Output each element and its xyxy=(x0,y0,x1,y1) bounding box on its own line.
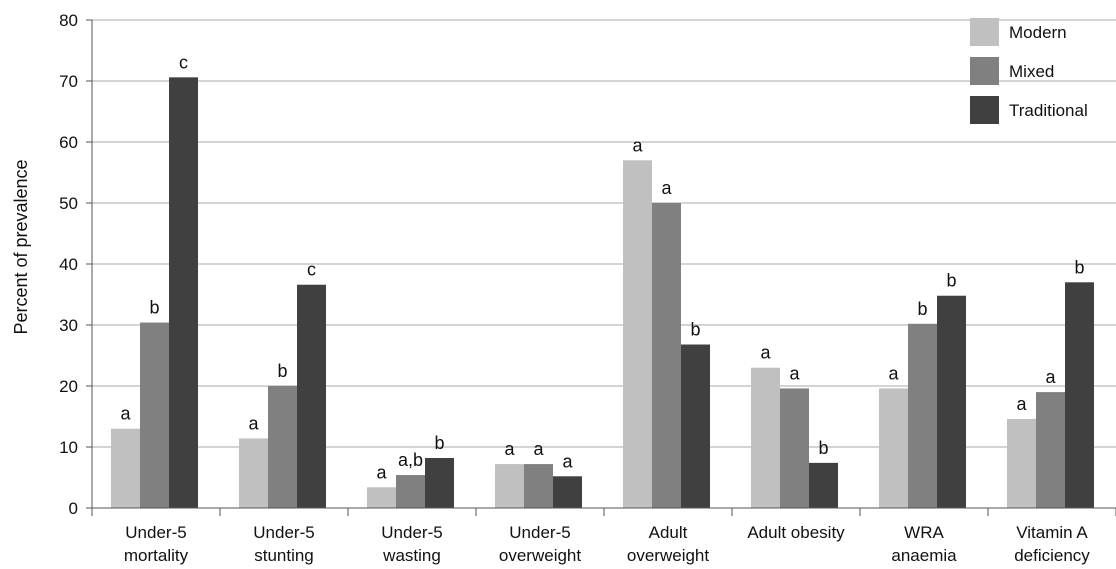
bar-traditional xyxy=(169,77,198,508)
bar-mixed xyxy=(524,464,553,508)
significance-letter: a xyxy=(562,451,573,471)
significance-letter: a,b xyxy=(398,450,423,470)
significance-letter: a xyxy=(376,462,387,482)
bar-modern xyxy=(367,487,396,508)
y-axis-title: Percent of prevalence xyxy=(11,159,31,334)
significance-letter: b xyxy=(1074,257,1084,277)
significance-letter: a xyxy=(248,413,259,433)
bar-modern xyxy=(111,428,140,508)
x-category-label: Adult obesity xyxy=(747,523,845,542)
bar-modern xyxy=(751,367,780,508)
bar-mixed xyxy=(908,323,937,508)
significance-letter: a xyxy=(661,178,672,198)
significance-letter: a xyxy=(632,135,643,155)
y-tick-label: 20 xyxy=(59,377,78,396)
legend-label-modern: Modern xyxy=(1009,23,1067,42)
bar-mixed xyxy=(652,203,681,508)
bar-modern xyxy=(239,438,268,508)
bar-traditional xyxy=(937,295,966,508)
significance-letter: a xyxy=(789,363,800,383)
significance-letter: b xyxy=(946,271,956,291)
significance-letter: b xyxy=(818,438,828,458)
significance-letter: b xyxy=(434,433,444,453)
axes xyxy=(91,20,1116,516)
y-tick-labels: 0 10 20 30 40 50 60 70 80 xyxy=(59,11,78,518)
bar-mixed xyxy=(140,322,169,508)
bar-traditional xyxy=(425,457,454,508)
bar-traditional xyxy=(553,476,582,508)
significance-letter: a xyxy=(533,439,544,459)
significance-letter: c xyxy=(179,52,188,72)
significance-letter: b xyxy=(690,320,700,340)
x-category-label: Under-5 stunting xyxy=(253,523,314,565)
bar-mixed xyxy=(268,386,297,508)
category-labels: Under-5 mortality Under-5 stunting Under-5 wa… xyxy=(124,523,1090,565)
significance-letter: a xyxy=(760,343,771,363)
significance-letter: a xyxy=(1045,367,1056,387)
legend-swatch-traditional xyxy=(970,96,999,124)
x-category-label: Under-5 overweight xyxy=(499,523,581,565)
legend-label-mixed: Mixed xyxy=(1009,62,1054,81)
x-category-label: Adult overweight xyxy=(627,523,709,565)
significance-letter: a xyxy=(888,363,899,383)
significance-letter: a xyxy=(120,404,131,424)
bar-traditional xyxy=(809,462,838,508)
bar-mixed xyxy=(780,388,809,508)
significance-letter: a xyxy=(1016,394,1027,414)
significance-letter: b xyxy=(149,298,159,318)
legend: Modern Mixed Traditional xyxy=(970,18,1088,124)
y-tick-label: 70 xyxy=(59,72,78,91)
bar-modern xyxy=(495,464,524,508)
bar-mixed xyxy=(396,475,425,508)
legend-label-traditional: Traditional xyxy=(1009,101,1088,120)
x-category-label: Under-5 wasting xyxy=(381,523,442,565)
y-tick-label: 80 xyxy=(59,11,78,30)
significance-letter: c xyxy=(307,260,316,280)
bars xyxy=(111,77,1094,509)
y-tick-label: 0 xyxy=(69,499,78,518)
bar-modern xyxy=(1007,418,1036,508)
significance-letter: b xyxy=(917,299,927,319)
significance-letter: a xyxy=(504,439,515,459)
y-tick-label: 30 xyxy=(59,316,78,335)
bar-traditional xyxy=(681,344,710,508)
significance-letter: b xyxy=(277,361,287,381)
y-tick-label: 10 xyxy=(59,438,78,457)
legend-swatch-modern xyxy=(970,18,999,46)
bar-mixed xyxy=(1036,392,1065,508)
y-tick-label: 40 xyxy=(59,255,78,274)
bar-traditional xyxy=(1065,282,1094,508)
y-tick-label: 60 xyxy=(59,133,78,152)
legend-swatch-mixed xyxy=(970,57,999,85)
bar-modern xyxy=(879,388,908,508)
y-tick-label: 50 xyxy=(59,194,78,213)
bar-modern xyxy=(623,160,652,509)
x-category-label: WRA anaemia xyxy=(891,523,957,565)
bar-traditional xyxy=(297,284,326,508)
x-category-label: Under-5 mortality xyxy=(124,523,189,565)
